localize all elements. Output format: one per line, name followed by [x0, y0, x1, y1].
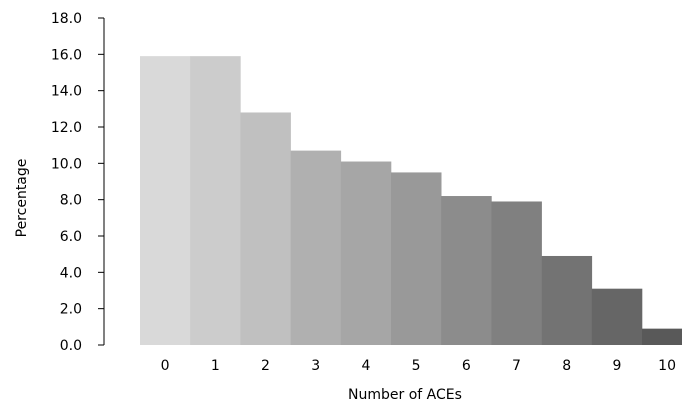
bar-6	[441, 196, 492, 345]
x-tick-label: 1	[211, 358, 220, 374]
x-tick-label: 9	[612, 358, 621, 374]
y-tick-label: 12.0	[51, 120, 82, 136]
x-tick-label: 6	[462, 358, 471, 374]
y-tick-label: 10.0	[51, 156, 82, 172]
bar-5	[391, 172, 442, 345]
x-tick-label: 7	[512, 358, 521, 374]
y-tick-label: 6.0	[60, 229, 82, 245]
x-axis-title: Number of ACEs	[348, 387, 462, 403]
x-axis: 0 1 2 3 4 5 6 7 8 9 10	[161, 358, 676, 374]
y-tick-label: 4.0	[60, 265, 82, 281]
x-tick-label: 10	[658, 358, 676, 374]
x-tick-label: 8	[562, 358, 571, 374]
x-tick-label: 4	[361, 358, 370, 374]
bar-10	[642, 328, 682, 345]
y-tick-label: 16.0	[51, 47, 82, 63]
bar-0	[140, 56, 191, 346]
bars-group	[140, 56, 682, 346]
bar-9	[591, 288, 643, 345]
x-tick-label: 2	[261, 358, 270, 374]
x-tick-label: 5	[412, 358, 421, 374]
y-tick-label: 2.0	[60, 302, 82, 318]
bar-7	[491, 201, 542, 345]
bar-2	[240, 112, 291, 345]
y-tick-label: 0.0	[60, 338, 82, 354]
x-tick-label: 0	[161, 358, 170, 374]
y-axis: 0.0 2.0 4.0 6.0 8.0 10.0 12.0 14.0 16.0 18.0	[51, 11, 105, 354]
bar-4	[340, 161, 392, 345]
y-tick-label: 8.0	[60, 193, 82, 209]
y-tick-label: 18.0	[51, 11, 82, 27]
bar-8	[541, 255, 593, 345]
y-axis-title: Percentage	[14, 159, 30, 238]
x-tick-label: 3	[311, 358, 320, 374]
y-tick-label: 14.0	[51, 84, 82, 100]
bar-3	[290, 150, 342, 345]
bar-1	[190, 56, 241, 346]
